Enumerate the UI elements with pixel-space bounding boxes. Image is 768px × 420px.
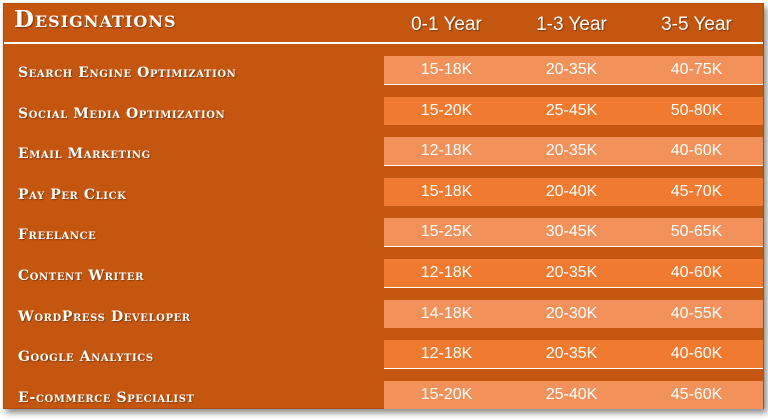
table-row: 12-18K 20-35K 40-60K: [384, 125, 763, 166]
designation-label: Email Marketing: [18, 146, 151, 163]
salary-cell: 25-45K: [545, 101, 598, 119]
salary-cell: 15-18K: [420, 61, 473, 78]
row-band: [384, 96, 763, 125]
designation-label: Social Media Optimization: [18, 105, 226, 122]
table-row: 15-18K 20-35K 40-75K: [384, 44, 763, 84]
table-row: 15-20K 25-40K 45-60K: [384, 368, 763, 409]
designations-heading: Designations: [14, 6, 177, 33]
row-separator: [384, 84, 763, 97]
row-separator: [384, 247, 763, 259]
table-row: 12-18K 20-35K 40-60K: [384, 328, 763, 369]
salary-cell: 40-60K: [670, 264, 723, 281]
column-header-3-5-year: 3-5 Year: [661, 14, 732, 35]
row-band: [384, 259, 763, 287]
designation-label: Content Writer: [18, 268, 144, 284]
salary-cell: 50-65K: [670, 223, 723, 241]
salary-cell: 14-18K: [420, 304, 473, 322]
row-band: [384, 56, 763, 84]
row-band: [384, 177, 763, 206]
salary-cell: 15-25K: [420, 223, 473, 241]
designation-label: E-commerce Specialist: [18, 389, 195, 406]
salary-cell: 20-35K: [545, 61, 598, 78]
row-separator: [384, 206, 763, 219]
designation-label: WordPress Developer: [18, 308, 191, 325]
row-separator: [384, 368, 763, 381]
row-separator: [384, 125, 763, 138]
salary-cell: 40-60K: [670, 345, 723, 363]
salary-cell: 50-80K: [670, 101, 723, 119]
designation-label: Freelance: [18, 227, 97, 244]
table-row: 12-18K 20-35K 40-60K: [384, 247, 763, 287]
salary-cell: 20-30K: [545, 304, 598, 322]
salary-cell: 40-75K: [670, 61, 723, 78]
table-row: 15-20K 25-45K 50-80K: [384, 84, 763, 125]
row-separator: [384, 165, 763, 178]
salary-cell: 45-60K: [670, 385, 723, 403]
salary-cell: 20-35K: [545, 264, 598, 281]
row-band: [384, 299, 763, 328]
designation-label: Google Analytics: [18, 349, 154, 366]
table-row: 14-18K 20-30K 40-55K: [384, 287, 763, 328]
row-band: [384, 380, 763, 409]
column-header-1-3-year: 1-3 Year: [536, 14, 607, 35]
salary-cell: 30-45K: [545, 223, 598, 241]
salary-cell: 15-18K: [420, 182, 473, 200]
row-band: [384, 340, 763, 369]
salary-table: Designations 0-1 Year 1-3 Year 3-5 Year …: [3, 3, 764, 409]
salary-cell: 12-18K: [420, 345, 473, 363]
salary-cell: 40-55K: [670, 304, 723, 322]
row-separator: [384, 287, 763, 300]
salary-cell: 20-35K: [545, 345, 598, 363]
salary-cell: 20-40K: [545, 182, 598, 200]
table-row: 15-25K 30-45K 50-65K: [384, 206, 763, 247]
designation-column: [4, 44, 384, 408]
table-row: 15-18K 20-40K 45-70K: [384, 165, 763, 206]
row-band: [384, 137, 763, 166]
salary-cell: 12-18K: [420, 264, 473, 281]
row-separator: [384, 44, 763, 56]
salary-cell: 25-40K: [545, 385, 598, 403]
table-header: Designations 0-1 Year 1-3 Year 3-5 Year: [4, 4, 763, 44]
row-band: [384, 218, 763, 247]
salary-cell: 40-60K: [670, 142, 723, 160]
row-separator: [384, 328, 763, 341]
salary-cell: 45-70K: [670, 182, 723, 200]
column-header-0-1-year: 0-1 Year: [411, 14, 482, 35]
salary-cell: 15-20K: [420, 385, 473, 403]
salary-cell: 15-20K: [420, 101, 473, 119]
designation-label: Pay Per Click: [18, 186, 127, 203]
salary-cell: 20-35K: [545, 142, 598, 160]
salary-cell: 12-18K: [420, 142, 473, 160]
designation-label: Search Engine Optimization: [18, 65, 237, 81]
